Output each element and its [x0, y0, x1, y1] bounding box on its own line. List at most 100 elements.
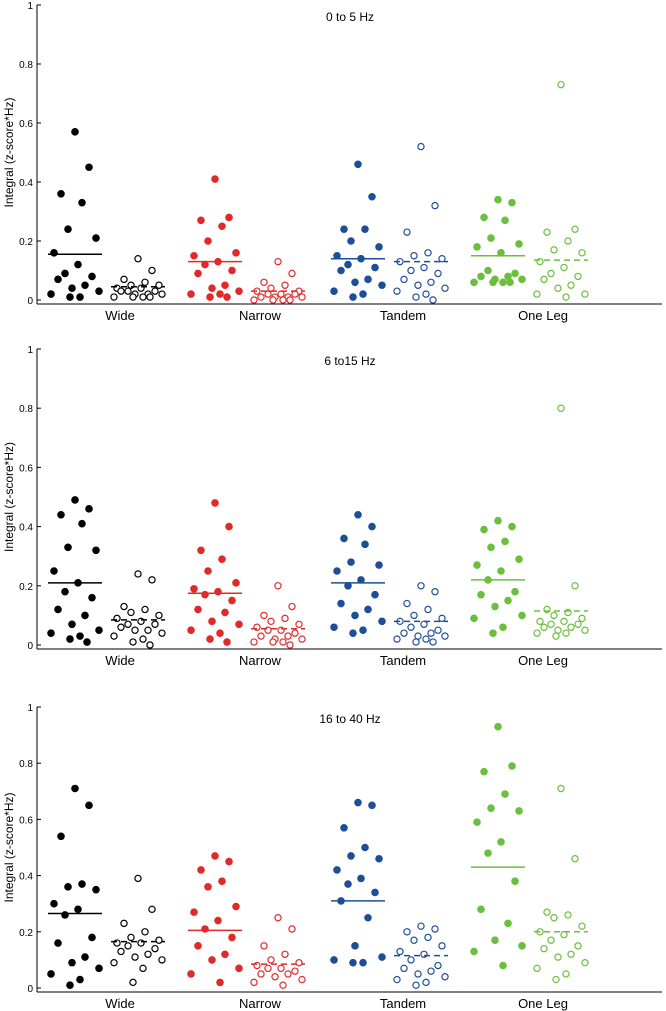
- data-point: [211, 852, 219, 860]
- data-point: [361, 843, 369, 852]
- data-point: [581, 290, 589, 298]
- data-point: [148, 266, 156, 275]
- data-point: [284, 632, 292, 640]
- data-point: [412, 981, 420, 989]
- data-point: [417, 142, 425, 151]
- y-tick-label: 0.2: [19, 237, 33, 248]
- data-point: [208, 956, 216, 964]
- data-point: [64, 225, 72, 233]
- y-axis-label: Integral (z-score*Hz): [2, 442, 16, 552]
- data-point: [574, 942, 582, 950]
- data-point: [151, 620, 159, 628]
- data-point: [480, 213, 488, 222]
- data-point: [540, 623, 548, 631]
- data-point: [131, 626, 139, 634]
- data-point: [83, 638, 91, 646]
- data-point: [511, 269, 519, 278]
- data-point: [357, 874, 365, 883]
- data-point: [501, 790, 509, 798]
- data-point: [518, 611, 526, 620]
- data-point: [235, 620, 243, 629]
- data-point: [518, 942, 526, 950]
- data-point: [218, 222, 226, 231]
- data-point: [190, 908, 198, 916]
- data-point: [393, 975, 401, 984]
- data-point: [429, 296, 437, 304]
- chart-panel-3: 0 0.2 0.4 0.6 0.8 1 Integral (z-score*Hz) 16 to…: [2, 703, 662, 1011]
- data-point: [364, 275, 372, 284]
- data-point: [477, 590, 485, 599]
- data-point: [81, 281, 89, 290]
- data-point: [403, 928, 411, 936]
- data-point: [54, 939, 62, 947]
- data-point: [407, 956, 415, 964]
- data-point: [473, 818, 481, 827]
- data-point: [412, 638, 420, 646]
- data-point: [117, 287, 125, 295]
- data-point: [225, 213, 233, 222]
- data-point: [228, 266, 236, 275]
- data-point: [274, 582, 282, 590]
- data-point: [378, 281, 386, 290]
- data-point: [110, 632, 118, 640]
- data-point: [139, 293, 147, 301]
- data-point: [190, 584, 198, 593]
- data-point: [129, 638, 137, 646]
- y-tick-label: 1: [27, 703, 33, 714]
- data-point: [487, 543, 495, 552]
- data-point: [340, 534, 348, 543]
- data-point: [480, 525, 488, 534]
- y-tick-label: 0.4: [19, 523, 33, 534]
- data-point: [578, 922, 586, 930]
- data-point: [298, 293, 306, 301]
- data-point: [434, 626, 442, 634]
- data-point: [68, 958, 76, 967]
- y-tick-label: 0.8: [19, 404, 33, 415]
- data-point: [536, 617, 544, 626]
- x-category-label: Narrow: [239, 996, 282, 1011]
- data-point: [494, 516, 502, 525]
- data-point: [286, 296, 294, 304]
- data-point: [64, 543, 72, 552]
- data-point: [141, 605, 149, 614]
- data-point: [288, 602, 296, 611]
- data-point: [424, 933, 432, 942]
- data-point: [337, 599, 345, 608]
- data-point: [438, 255, 446, 263]
- data-point: [131, 953, 139, 961]
- data-point: [92, 234, 100, 242]
- data-point: [250, 296, 258, 304]
- data-point: [499, 278, 507, 287]
- data-point: [489, 629, 497, 637]
- data-point: [216, 629, 224, 637]
- data-point: [274, 914, 282, 922]
- data-point: [330, 623, 338, 632]
- data-point: [146, 293, 154, 301]
- y-tick-label: 1: [27, 345, 33, 356]
- data-point: [562, 970, 570, 978]
- data-point: [281, 614, 289, 623]
- data-point: [137, 939, 145, 947]
- data-point: [477, 905, 485, 914]
- y-axis-label: Integral (z-score*Hz): [2, 792, 16, 902]
- data-point: [129, 293, 137, 301]
- data-point: [218, 555, 226, 563]
- data-point: [206, 635, 214, 643]
- data-point: [57, 832, 65, 841]
- data-point: [581, 626, 589, 634]
- data-point: [501, 216, 509, 225]
- x-category-label: Narrow: [239, 653, 282, 668]
- data-point: [139, 964, 147, 973]
- data-point: [431, 925, 439, 933]
- chart-panel-1: 0 0.2 0.4 0.6 0.8 1 Integral (z-score*Hz) 0 to …: [2, 1, 662, 323]
- data-point: [564, 237, 572, 245]
- data-point: [560, 263, 568, 272]
- data-point: [340, 225, 348, 233]
- data-point: [228, 933, 236, 942]
- data-point: [291, 629, 299, 637]
- data-point: [533, 290, 541, 298]
- data-point: [403, 599, 411, 608]
- data-point: [501, 537, 509, 546]
- data-point: [134, 874, 142, 883]
- data-point: [95, 626, 103, 635]
